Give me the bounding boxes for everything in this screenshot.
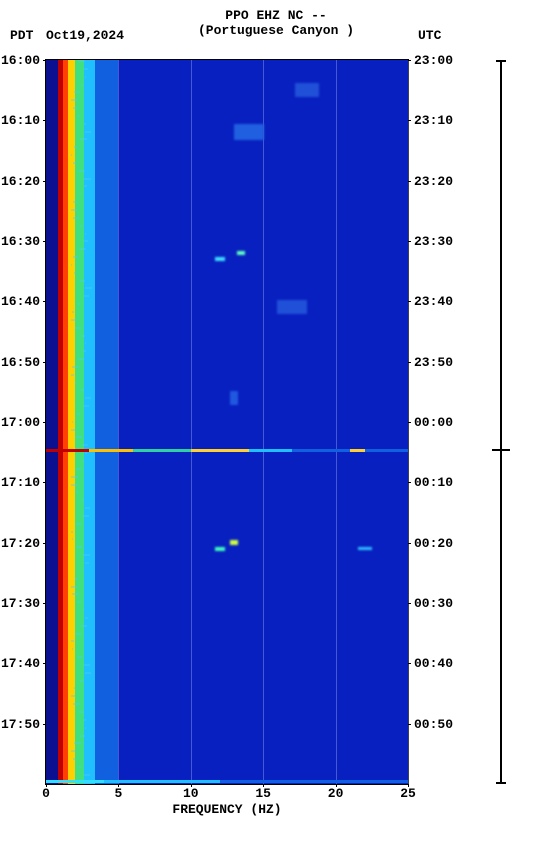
- date: Oct19,2024: [46, 28, 124, 43]
- spectro-band: [95, 60, 118, 784]
- spectro-band: [46, 60, 58, 784]
- spectro-band: [75, 60, 84, 784]
- ytick-left: 16:00: [0, 53, 40, 68]
- ytick-left: 16:40: [0, 294, 40, 309]
- event-stripe: [89, 449, 132, 452]
- xtick: 25: [393, 786, 423, 801]
- ytick-left: 17:50: [0, 717, 40, 732]
- amplitude-cap-bot: [496, 782, 506, 784]
- ytick-right: 23:50: [414, 355, 460, 370]
- ytick-left: 16:50: [0, 355, 40, 370]
- hotspot: [237, 251, 245, 255]
- event-stripe: [133, 449, 191, 452]
- tz-right: UTC: [418, 28, 441, 43]
- ytick-left: 17:30: [0, 596, 40, 611]
- ytick-left: 17:00: [0, 415, 40, 430]
- hotspot: [234, 124, 264, 140]
- hotspot: [230, 540, 238, 545]
- xtick: 0: [31, 786, 61, 801]
- ytick-right: 00:40: [414, 656, 460, 671]
- ytick-right: 23:00: [414, 53, 460, 68]
- amplitude-mark: [492, 449, 510, 451]
- ytick-right: 00:50: [414, 717, 460, 732]
- ytick-left: 16:30: [0, 234, 40, 249]
- ytick-right: 00:10: [414, 475, 460, 490]
- ytick-right: 23:10: [414, 113, 460, 128]
- event-stripe: [191, 449, 249, 452]
- xtick: 5: [103, 786, 133, 801]
- event-stripe: [104, 780, 220, 783]
- gridline: [118, 60, 119, 784]
- ytick-left: 16:10: [0, 113, 40, 128]
- xtick: 20: [321, 786, 351, 801]
- xtick: 10: [176, 786, 206, 801]
- amplitude-cap-top: [496, 60, 506, 62]
- gridline: [191, 60, 192, 784]
- hotspot: [295, 83, 319, 97]
- station-line: PPO EHZ NC --: [0, 8, 552, 23]
- ytick-left: 17:20: [0, 536, 40, 551]
- gridline: [336, 60, 337, 784]
- event-stripe: [365, 449, 408, 452]
- ytick-right: 23:30: [414, 234, 460, 249]
- spectro-band: [84, 60, 96, 784]
- hotspot: [215, 257, 225, 261]
- spectrogram-plot: [46, 60, 408, 784]
- ytick-left: 17:40: [0, 656, 40, 671]
- ytick-left: 17:10: [0, 475, 40, 490]
- hotspot: [358, 547, 372, 550]
- gridline: [263, 60, 264, 784]
- event-stripe: [350, 449, 364, 452]
- ytick-right: 00:20: [414, 536, 460, 551]
- event-stripe: [46, 449, 89, 452]
- event-stripe: [220, 780, 408, 783]
- ytick-right: 00:00: [414, 415, 460, 430]
- event-stripe: [249, 449, 292, 452]
- ytick-right: 00:30: [414, 596, 460, 611]
- ytick-left: 16:20: [0, 174, 40, 189]
- xtick: 15: [248, 786, 278, 801]
- event-stripe: [46, 780, 104, 783]
- event-stripe: [292, 449, 350, 452]
- hotspot: [215, 547, 225, 551]
- hotspot: [277, 300, 307, 314]
- hotspot: [230, 391, 238, 405]
- tz-left: PDT: [10, 28, 33, 43]
- amplitude-bar: [500, 60, 502, 784]
- ytick-right: 23:20: [414, 174, 460, 189]
- ytick-right: 23:40: [414, 294, 460, 309]
- x-axis-label: FREQUENCY (HZ): [46, 802, 408, 817]
